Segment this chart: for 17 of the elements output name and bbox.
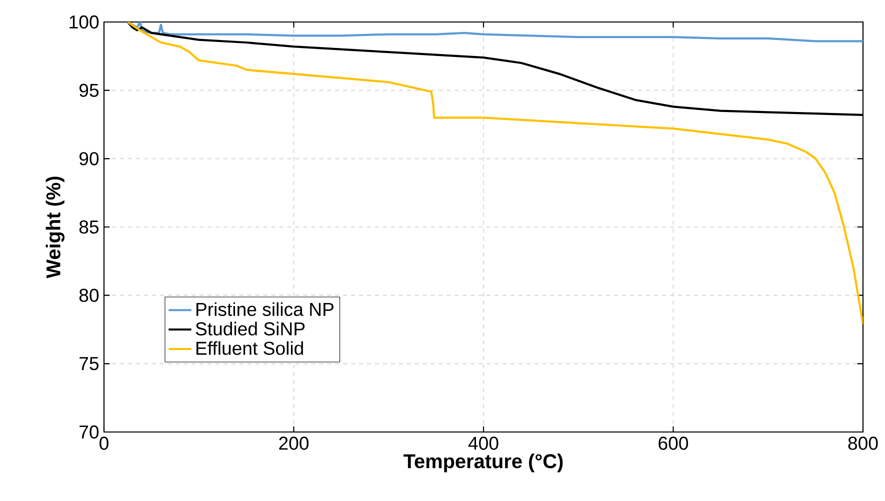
legend-label: Effluent Solid [196,341,303,355]
y-tick-label: 80 [79,288,99,302]
y-tick-label: 75 [80,357,99,370]
x-axis-title: Temperature (°C) [404,454,563,472]
legend-label: Pristine silica NP [196,302,334,316]
x-tick-label: 200 [279,436,309,450]
y-tick-label: 70 [80,425,99,439]
y-tick-label: 90 [79,152,99,166]
x-tick-label: 0 [100,436,108,450]
x-tick-label: 400 [468,436,498,450]
legend-label: Studied SiNP [196,322,305,336]
y-tick-label: 95 [79,84,99,97]
x-tick-label: 800 [848,436,878,450]
y-axis-title: Weight (%) [46,176,64,278]
y-tick-label: 85 [79,220,99,234]
y-tick-label: 100 [70,15,99,29]
x-tick-label: 600 [658,436,688,450]
